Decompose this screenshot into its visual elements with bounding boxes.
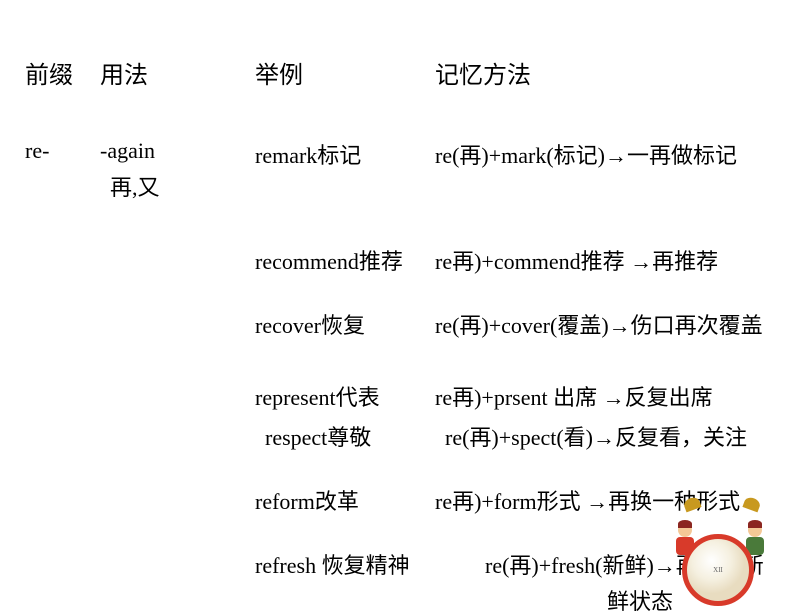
table-row: re- -again 再,又 remark标记 re(再)+mark(标记)→一… (25, 138, 769, 202)
example-cell: refresh 恢复精神 (255, 548, 485, 580)
header-prefix: 前缀 (25, 55, 100, 90)
example-cell: remark标记 (255, 138, 435, 202)
memory-cell: re(再)+mark(标记)→一再做标记 (435, 138, 769, 202)
example-cell: reform改革 (255, 484, 435, 516)
example-cell: respect尊敬 (265, 420, 445, 452)
table-header-row: 前缀 用法 举例 记忆方法 (25, 55, 769, 90)
table-row: respect尊敬 re(再)+spect(看)→反复看，关注 (25, 420, 769, 452)
clock-decoration-icon: XII (654, 506, 774, 606)
memory-cell: re(再)+cover(覆盖)→伤口再次覆盖 (435, 308, 769, 340)
table-row: recover恢复 re(再)+cover(覆盖)→伤口再次覆盖 (25, 308, 769, 340)
table-row: represent代表 re再)+prsent 出席 →反复出席 (25, 380, 769, 412)
header-memory: 记忆方法 (435, 55, 769, 90)
example-cell: represent代表 (255, 380, 435, 412)
usage-main: -again (100, 138, 255, 164)
memory-cell: re再)+prsent 出席 →反复出席 (435, 380, 769, 412)
usage-sub: 再,又 (110, 170, 255, 202)
example-cell: recommend推荐 (255, 244, 435, 276)
alarm-clock-icon: XII (682, 534, 754, 606)
usage-cell: -again 再,又 (100, 138, 255, 202)
memory-cell: re再)+commend推荐 →再推荐 (435, 244, 769, 276)
header-usage: 用法 (100, 55, 255, 90)
table-row: recommend推荐 re再)+commend推荐 →再推荐 (25, 244, 769, 276)
prefix-cell: re- (25, 138, 100, 202)
memory-cell: re(再)+spect(看)→反复看，关注 (445, 420, 769, 452)
example-cell: recover恢复 (255, 308, 435, 340)
header-example: 举例 (255, 55, 435, 90)
